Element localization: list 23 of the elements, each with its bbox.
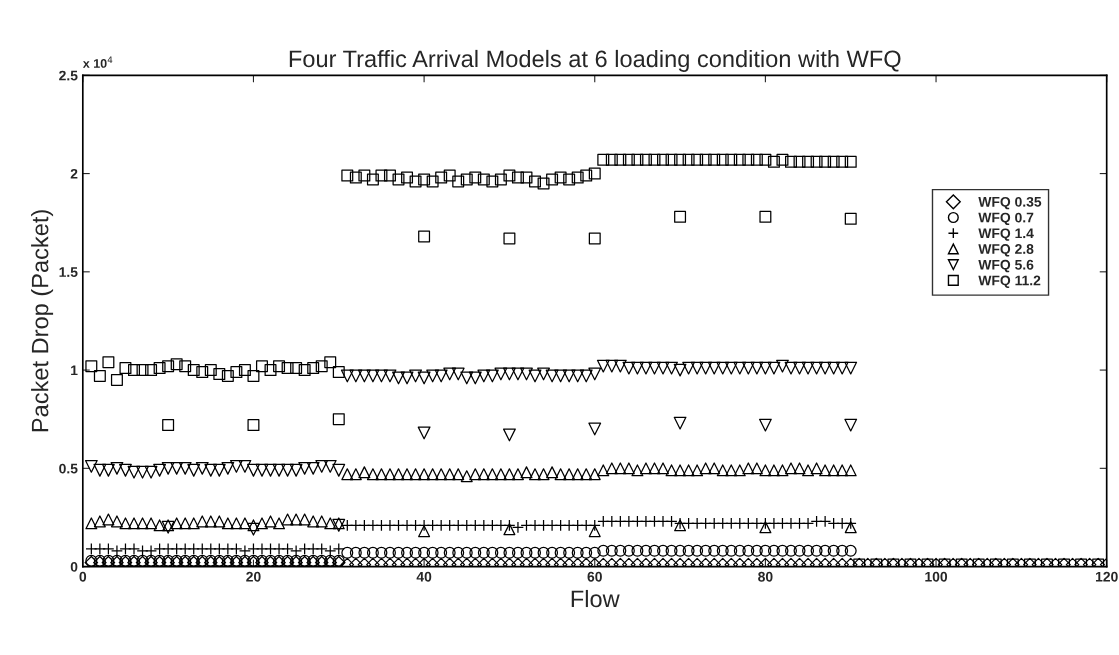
x-tick-label: 100	[925, 571, 948, 582]
legend-label: WFQ 1.4	[978, 228, 1034, 241]
y-tick-label: 1.5	[59, 267, 78, 277]
legend-label: WFQ 5.6	[978, 259, 1034, 273]
legend-label: WFQ 0.7	[978, 212, 1034, 226]
legend-label: WFQ 2.8	[978, 244, 1034, 257]
x-axis-title: Flow	[571, 589, 620, 608]
x-tick-label: 0	[79, 571, 87, 582]
x-tick-label: 80	[758, 571, 773, 582]
text: x 10$^{4}$	[82, 56, 113, 68]
y-axis-title: Packet Drop (Packet)	[31, 210, 54, 432]
x-tick-label: 20	[246, 571, 261, 582]
y-tick-label: 2	[70, 168, 78, 179]
chart-title: Four Traffic Arrival Models at 6 loading condition with WFQ	[289, 49, 901, 72]
y-tick-label: 2.5	[59, 70, 78, 81]
x-tick-label: 60	[587, 571, 602, 582]
legend-label: WFQ 11.2	[978, 275, 1041, 288]
x-tick-label: 120	[1095, 571, 1118, 582]
x-tick-label: 40	[416, 571, 432, 582]
y-tick-label: 0	[70, 561, 78, 572]
y-tick-label: 1	[71, 365, 78, 376]
y-tick-label: 0.5	[59, 463, 78, 474]
legend-label: WFQ 0.35	[978, 196, 1042, 210]
